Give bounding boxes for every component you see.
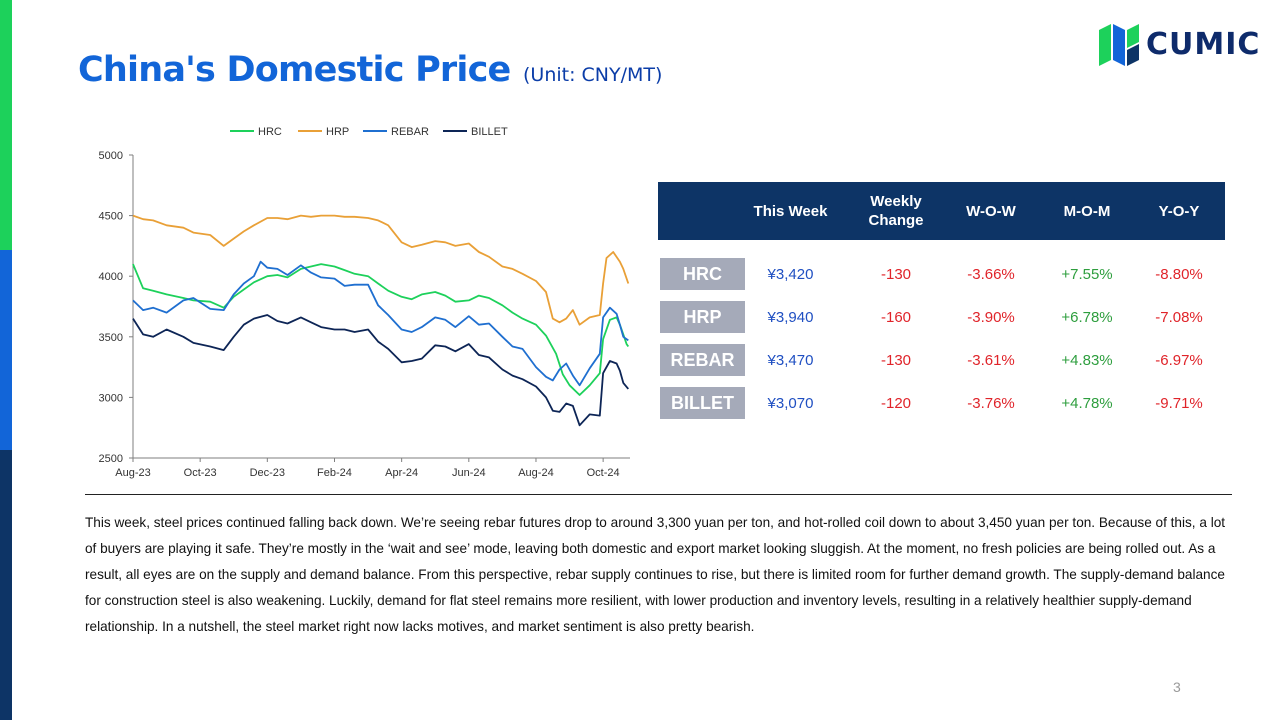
this-week-value: ¥3,420 <box>767 265 814 283</box>
series-line-rebar <box>132 260 629 387</box>
mom-value: +4.83% <box>1061 351 1113 369</box>
weekly-change-value: -120 <box>880 394 912 412</box>
y-tick-label: 2500 <box>99 453 123 465</box>
row-label: BILLET <box>660 387 745 419</box>
y-tick-label: 3500 <box>99 332 123 344</box>
series-line-hrc <box>132 263 630 396</box>
table-row: REBAR ¥3,470 -130 -3.61% +4.83% -6.97% <box>658 344 1225 376</box>
commentary-paragraph: This week, steel prices continued fallin… <box>85 515 1226 634</box>
table-row: HRP ¥3,940 -160 -3.90% +6.78% -7.08% <box>658 301 1225 333</box>
x-tick-label: Aug-23 <box>115 467 150 479</box>
this-week-value: ¥3,470 <box>767 351 814 369</box>
yoy-value: -8.80% <box>1155 265 1203 283</box>
this-week-value: ¥3,070 <box>767 394 814 412</box>
logo-text: CUMIC <box>1146 27 1261 62</box>
page-number: 3 <box>1173 679 1181 695</box>
yoy-value: -6.97% <box>1155 351 1203 369</box>
left-accent-bar <box>0 0 12 720</box>
wow-value: -3.76% <box>967 394 1015 412</box>
mom-value: +4.78% <box>1061 394 1113 412</box>
series-line-hrp <box>132 214 630 326</box>
header-yoy: Y-O-Y <box>1158 202 1200 220</box>
y-tick-label: 4000 <box>99 271 123 283</box>
price-line-chart: 2500 3000 3500 4000 4500 5000 Aug-23 Oct-23 Dec-… <box>99 126 630 479</box>
mom-value: +7.55% <box>1061 265 1113 283</box>
x-tick-label: Oct-23 <box>184 467 217 479</box>
series-line-billet <box>132 314 629 427</box>
mom-value: +6.78% <box>1061 308 1113 326</box>
x-tick-label: Jun-24 <box>452 467 486 479</box>
yoy-value: -7.08% <box>1155 308 1203 326</box>
section-divider <box>85 494 1232 495</box>
x-tick-label: Oct-24 <box>587 467 620 479</box>
legend-label: HRP <box>326 126 349 138</box>
page-title: China's Domestic Price <box>78 50 511 90</box>
wow-value: -3.61% <box>967 351 1015 369</box>
x-tick-label: Feb-24 <box>317 467 352 479</box>
yoy-value: -9.71% <box>1155 394 1203 412</box>
weekly-change-value: -130 <box>880 265 912 283</box>
cumic-logo-icon <box>1099 24 1139 66</box>
weekly-change-value: -160 <box>880 308 912 326</box>
wow-value: -3.90% <box>967 308 1015 326</box>
header-wow: W-O-W <box>966 202 1016 220</box>
table-row: HRC ¥3,420 -130 -3.66% +7.55% -8.80% <box>658 258 1225 290</box>
y-tick-label: 5000 <box>99 150 123 162</box>
legend-label: REBAR <box>391 126 429 138</box>
legend-label: BILLET <box>471 126 508 138</box>
row-label: HRC <box>660 258 745 290</box>
legend-label: HRC <box>258 126 282 138</box>
this-week-value: ¥3,940 <box>767 308 814 326</box>
wow-value: -3.66% <box>967 265 1015 283</box>
x-tick-label: Aug-24 <box>518 467 553 479</box>
row-label: HRP <box>660 301 745 333</box>
header-this-week: This Week <box>753 202 828 220</box>
y-tick-label: 3000 <box>99 392 123 404</box>
weekly-change-value: -130 <box>880 351 912 369</box>
x-tick-label: Apr-24 <box>385 467 418 479</box>
unit-label: (Unit: CNY/MT) <box>523 64 663 86</box>
x-tick-label: Dec-23 <box>250 467 285 479</box>
table-header: This Week Weekly Change W-O-W M-O-M Y-O-… <box>658 182 1225 240</box>
row-label: REBAR <box>660 344 745 376</box>
y-tick-label: 4500 <box>99 211 123 223</box>
header-mom: M-O-M <box>1063 202 1111 220</box>
table-row: BILLET ¥3,070 -120 -3.76% +4.78% -9.71% <box>658 387 1225 419</box>
header-weekly-change: Weekly Change <box>868 193 924 229</box>
